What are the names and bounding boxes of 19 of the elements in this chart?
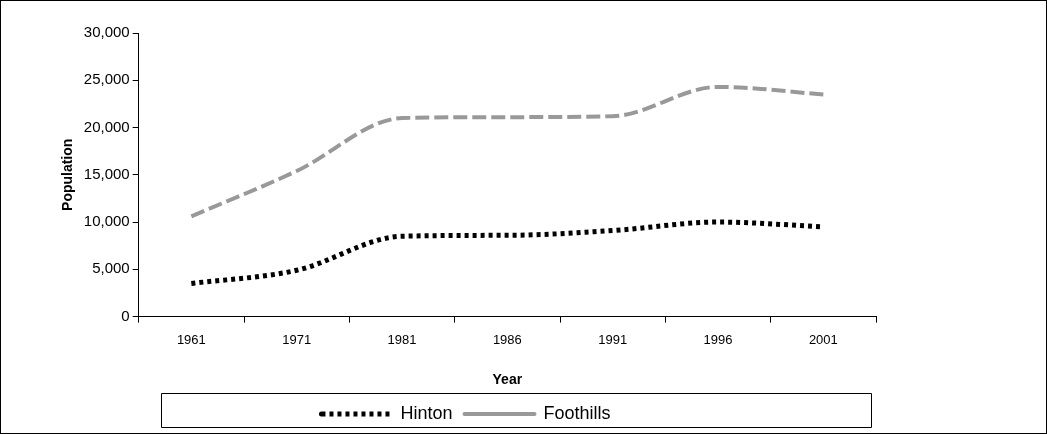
y-tick-label: 10,000 bbox=[83, 212, 130, 230]
y-tick-label: 0 bbox=[121, 306, 130, 324]
x-axis-title: Year bbox=[492, 371, 523, 388]
legend-label: Foothills bbox=[543, 402, 611, 423]
legend-label: Hinton bbox=[400, 402, 453, 423]
x-tick-label: 2001 bbox=[808, 331, 838, 347]
x-tick-label: 1971 bbox=[282, 331, 312, 347]
y-axis-title: Population bbox=[59, 138, 76, 211]
x-tick-label: 1986 bbox=[492, 331, 522, 347]
line-series bbox=[189, 84, 826, 219]
y-tick-label: 30,000 bbox=[83, 23, 130, 41]
x-tick-label: 1991 bbox=[598, 331, 628, 347]
y-tick-label: 15,000 bbox=[83, 164, 130, 182]
x-tick-label: 1961 bbox=[176, 331, 206, 347]
y-tick-label: 20,000 bbox=[83, 117, 130, 135]
y-tick-label: 5,000 bbox=[92, 259, 130, 277]
y-tick-label: 25,000 bbox=[83, 70, 130, 88]
x-tick-label: 1981 bbox=[387, 331, 417, 347]
x-tick-label: 1996 bbox=[703, 331, 733, 347]
